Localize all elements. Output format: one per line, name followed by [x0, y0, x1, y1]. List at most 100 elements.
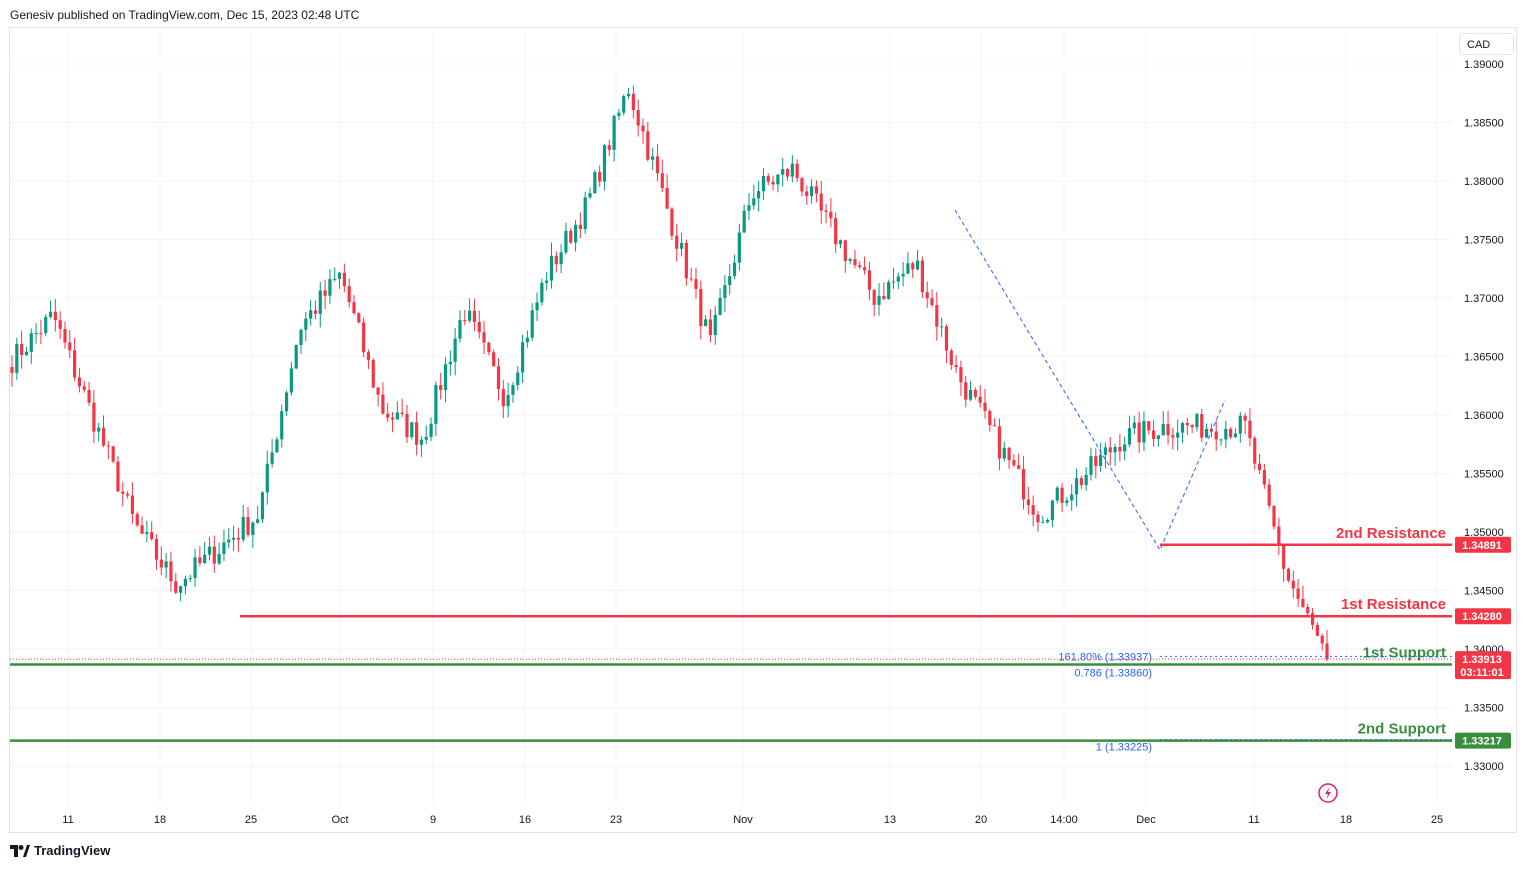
candle-body	[116, 461, 120, 492]
candle	[39, 319, 43, 345]
candle-body	[944, 326, 949, 351]
candle-body	[732, 262, 737, 277]
y-tick-label: 1.34500	[1464, 586, 1504, 598]
candle	[1002, 441, 1006, 462]
candle	[1267, 478, 1271, 509]
candle	[626, 87, 631, 99]
candle	[1094, 448, 1098, 479]
candle	[872, 289, 876, 317]
candle-body	[405, 413, 409, 438]
y-tick-label: 1.38500	[1464, 118, 1504, 130]
candle	[708, 309, 713, 343]
candle-body	[1286, 568, 1291, 581]
candle	[265, 450, 269, 505]
candle	[227, 528, 231, 549]
candle	[318, 281, 322, 328]
x-tick-label: 11	[62, 814, 73, 826]
candle	[1171, 427, 1175, 450]
candle	[612, 114, 616, 162]
candle	[501, 380, 505, 419]
candle-body	[867, 270, 871, 290]
candle-body	[1070, 494, 1074, 501]
candle-body	[1050, 500, 1055, 521]
candle	[920, 256, 924, 298]
candle-body	[284, 392, 289, 412]
candle-body	[1325, 643, 1329, 660]
candle-body	[496, 366, 501, 390]
candle-body	[82, 386, 86, 391]
candle	[496, 358, 501, 401]
candle	[684, 239, 688, 286]
candle-body	[376, 387, 380, 395]
candle	[1180, 422, 1185, 444]
candle-body	[174, 581, 178, 593]
candle	[77, 367, 82, 393]
candle	[944, 324, 949, 364]
candle	[150, 521, 154, 541]
candle	[140, 516, 144, 535]
candle	[169, 551, 173, 592]
candle-body	[954, 364, 958, 368]
candle-body	[323, 290, 327, 296]
support-label: 2nd Support	[1358, 721, 1446, 738]
candle	[781, 158, 785, 187]
candle-body	[410, 422, 414, 438]
candle	[848, 257, 852, 265]
lightning-icon[interactable]	[1318, 783, 1338, 803]
overlay-layer: 2nd Resistance 1st Resistance 1st Support 2…	[10, 209, 1452, 754]
candle-body	[569, 230, 573, 243]
candle-body	[73, 350, 77, 378]
candle-body	[92, 402, 96, 432]
chart-frame[interactable]	[9, 27, 1517, 833]
candle	[448, 350, 452, 376]
candle-body	[838, 240, 843, 245]
candle-body	[819, 193, 823, 211]
candle	[241, 504, 245, 543]
candle	[376, 387, 380, 407]
candle	[463, 310, 467, 326]
tradingview-footer[interactable]: TradingView	[10, 843, 110, 858]
candle-body	[1017, 465, 1021, 469]
candle	[1257, 453, 1262, 475]
currency-selector[interactable]: CAD	[1459, 33, 1514, 55]
candle-body	[429, 423, 433, 437]
candle	[569, 227, 573, 245]
x-tick-label: 25	[1431, 814, 1443, 826]
candle-body	[1248, 420, 1252, 439]
candle	[212, 535, 216, 573]
candle	[1031, 495, 1035, 527]
candle-body	[424, 436, 428, 440]
candle	[198, 546, 202, 567]
candles-layer	[10, 85, 1329, 662]
candle	[390, 412, 395, 433]
candle	[742, 204, 746, 233]
candle-body	[448, 361, 452, 365]
candle-body	[1262, 470, 1266, 485]
candle	[130, 482, 135, 524]
candle-body	[415, 422, 419, 445]
candle	[53, 298, 57, 332]
candle	[111, 446, 115, 464]
candle-body	[68, 342, 72, 351]
candle	[126, 491, 130, 499]
candle-body	[723, 285, 727, 299]
candle	[785, 167, 790, 181]
candle	[862, 256, 867, 275]
candle-body	[612, 116, 616, 150]
countdown-timer: 03:11:01	[1460, 667, 1503, 679]
candle-body	[795, 163, 799, 179]
candle-body	[164, 561, 168, 568]
candle-body	[997, 426, 1002, 459]
candle	[795, 159, 799, 183]
candle	[1200, 408, 1204, 443]
candle	[694, 267, 698, 299]
candle	[29, 328, 33, 365]
candle	[1055, 485, 1059, 504]
candle	[559, 244, 563, 274]
last-price-value: 1.33913	[1462, 654, 1502, 666]
candle-body	[848, 259, 852, 261]
candle-body	[578, 224, 582, 230]
y-tick-label: 1.36500	[1464, 352, 1504, 364]
resistance-label: 1st Resistance	[1341, 596, 1446, 613]
